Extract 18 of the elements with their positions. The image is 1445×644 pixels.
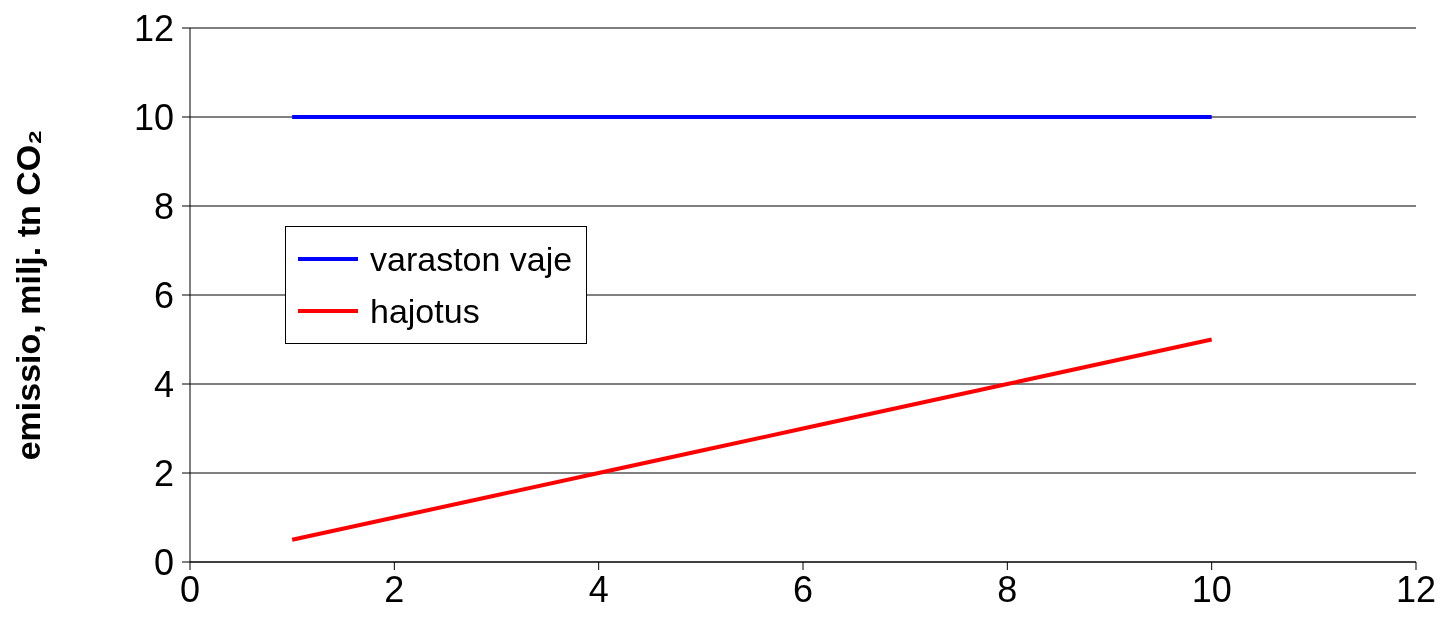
y-tick-label: 0 — [153, 541, 174, 583]
x-tick-label: 6 — [792, 568, 814, 610]
x-tick-label: 12 — [1395, 568, 1437, 610]
y-tick-label: 8 — [153, 185, 174, 227]
y-tick-label: 12 — [133, 7, 174, 49]
x-tick-label: 8 — [997, 568, 1018, 610]
x-tick-label: 10 — [1191, 568, 1232, 610]
x-tick-label: 2 — [384, 568, 405, 610]
x-tick-label: 4 — [588, 568, 609, 610]
y-tick-label: 2 — [153, 452, 174, 494]
line-series — [290, 337, 1214, 542]
y-tick-label: 4 — [153, 363, 174, 405]
y-axis-title: emissio, milj. tn CO₂ — [9, 129, 47, 461]
x-tick-label: 0 — [179, 568, 201, 610]
legend-label: varaston vaje — [370, 239, 573, 279]
y-tick-label: 6 — [153, 274, 174, 316]
y-tick-label: 10 — [133, 96, 174, 138]
legend-label: hajotus — [370, 291, 480, 331]
